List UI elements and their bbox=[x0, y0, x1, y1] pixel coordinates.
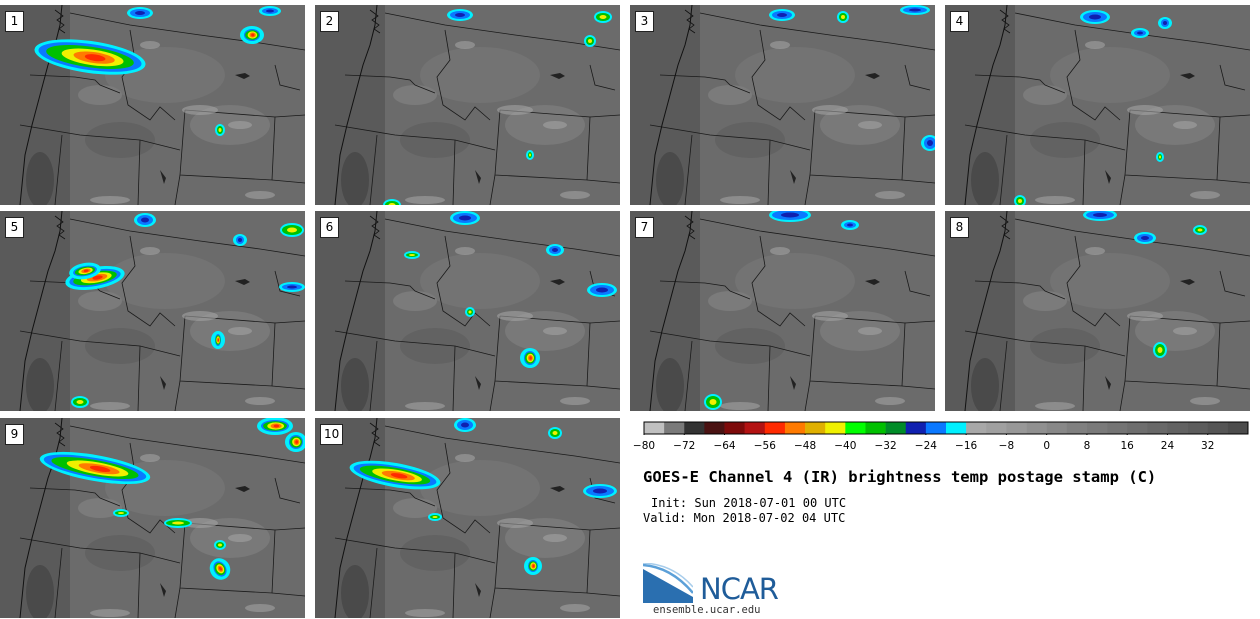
panel-number-label: 10 bbox=[320, 424, 344, 445]
colorbar-tick-label: 16 bbox=[1120, 440, 1134, 452]
init-time: Init: Sun 2018-07-01 00 UTC bbox=[651, 496, 847, 510]
colorbar-tick-label: −56 bbox=[753, 440, 776, 452]
colorbar-segment bbox=[986, 422, 1007, 434]
colorbar-segment bbox=[1227, 422, 1249, 434]
satellite-image-4 bbox=[945, 5, 1250, 205]
colorbar-segment bbox=[845, 422, 866, 434]
website-link[interactable]: ensemble.ucar.edu bbox=[653, 604, 761, 616]
satellite-image-1 bbox=[0, 5, 305, 205]
colorbar-tick-label: −64 bbox=[713, 440, 736, 452]
colorbar-segment bbox=[925, 422, 947, 434]
colorbar-segment bbox=[946, 422, 967, 434]
satellite-image-10 bbox=[315, 418, 620, 618]
colorbar-segment bbox=[805, 422, 826, 434]
colorbar-tick-label: −32 bbox=[874, 440, 897, 452]
colorbar-segment bbox=[1187, 422, 1209, 434]
colorbar-segment bbox=[664, 422, 685, 434]
valid-time: Valid: Mon 2018-07-02 04 UTC bbox=[643, 511, 846, 525]
map-panel-5: 5 bbox=[0, 211, 305, 411]
colorbar-tick-label: −72 bbox=[673, 440, 696, 452]
map-panel-1: 1 bbox=[0, 5, 305, 205]
colorbar-tick-label: −24 bbox=[914, 440, 937, 452]
colorbar-segment bbox=[764, 422, 786, 434]
colorbar-segment bbox=[1107, 422, 1128, 434]
satellite-image-7 bbox=[630, 211, 935, 411]
colorbar-tick-label: 24 bbox=[1160, 440, 1175, 452]
colorbar-segment bbox=[1147, 422, 1168, 434]
satellite-image-5 bbox=[0, 211, 305, 411]
colorbar bbox=[643, 421, 1249, 435]
colorbar-segment bbox=[704, 422, 725, 434]
panel-number-label: 5 bbox=[5, 217, 24, 238]
colorbar-segment bbox=[684, 422, 705, 434]
panel-number-label: 8 bbox=[950, 217, 969, 238]
map-panel-4: 4 bbox=[945, 5, 1250, 205]
satellite-image-9 bbox=[0, 418, 305, 618]
colorbar-segment bbox=[644, 422, 665, 434]
colorbar-segment bbox=[865, 422, 886, 434]
colorbar-tick-label: −8 bbox=[998, 440, 1015, 452]
colorbar-tick-label: 8 bbox=[1083, 440, 1091, 452]
satellite-image-3 bbox=[630, 5, 935, 205]
colorbar-segment bbox=[1026, 422, 1047, 434]
map-panel-7: 7 bbox=[630, 211, 935, 411]
colorbar-segment bbox=[1127, 422, 1148, 434]
colorbar-segment bbox=[1086, 422, 1108, 434]
satellite-image-6 bbox=[315, 211, 620, 411]
colorbar-tick-label: 32 bbox=[1201, 440, 1215, 452]
colorbar-segment bbox=[966, 422, 987, 434]
map-panel-2: 2 bbox=[315, 5, 620, 205]
plot-title: GOES-E Channel 4 (IR) brightness temp po… bbox=[643, 468, 1157, 486]
colorbar-segment bbox=[1006, 422, 1027, 434]
colorbar-segment bbox=[724, 422, 745, 434]
colorbar-segment bbox=[1167, 422, 1188, 434]
colorbar-segment bbox=[825, 422, 846, 434]
panel-number-label: 9 bbox=[5, 424, 24, 445]
colorbar-segment bbox=[885, 422, 907, 434]
colorbar-segment bbox=[784, 422, 806, 434]
map-panel-3: 3 bbox=[630, 5, 935, 205]
ncar-logo-icon bbox=[643, 563, 693, 603]
map-panel-8: 8 bbox=[945, 211, 1250, 411]
colorbar-tick-label: −80 bbox=[632, 440, 656, 452]
colorbar-tick-label: 0 bbox=[1043, 440, 1050, 452]
colorbar-tick-label: −48 bbox=[793, 440, 817, 452]
colorbar-segment bbox=[905, 422, 927, 434]
colorbar-segment bbox=[1046, 422, 1068, 434]
panel-number-label: 4 bbox=[950, 11, 969, 32]
satellite-image-8 bbox=[945, 211, 1250, 411]
satellite-image-2 bbox=[315, 5, 620, 205]
map-panel-6: 6 bbox=[315, 211, 620, 411]
map-panel-9: 9 bbox=[0, 418, 305, 618]
panel-number-label: 2 bbox=[320, 11, 339, 32]
panel-number-label: 3 bbox=[635, 11, 654, 32]
panel-number-label: 7 bbox=[635, 217, 654, 238]
map-panel-10: 10 bbox=[315, 418, 620, 618]
colorbar-segment bbox=[744, 422, 766, 434]
colorbar-segment bbox=[1066, 422, 1088, 434]
colorbar-segment bbox=[1207, 422, 1229, 434]
panel-number-label: 6 bbox=[320, 217, 339, 238]
colorbar-tick-label: −40 bbox=[834, 440, 857, 452]
ncar-logo-text: NCAR bbox=[700, 572, 779, 606]
colorbar-tick-label: −16 bbox=[955, 440, 978, 452]
panel-number-label: 1 bbox=[5, 11, 24, 32]
